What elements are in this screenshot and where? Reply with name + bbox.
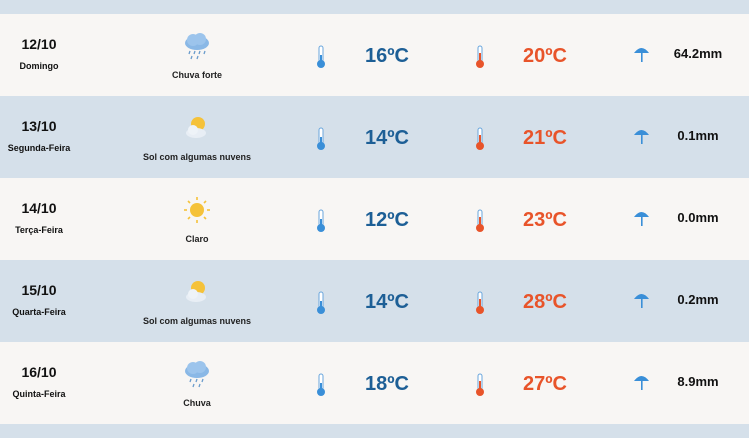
thermometer-hot-icon [476, 127, 484, 150]
condition: Claro [185, 234, 209, 244]
thermometer-cold-icon [317, 45, 325, 68]
condition: Sol com algumas nuvens [142, 152, 252, 162]
heavy-rain-icon [185, 33, 209, 60]
thermometer-hot-icon [476, 209, 484, 232]
thermometer-cold-icon [317, 373, 325, 396]
precipitation: 0.1mm [677, 128, 719, 143]
max-temperature: 28ºC [523, 291, 567, 313]
date: 12/10 [21, 36, 57, 52]
umbrella-icon [634, 130, 649, 144]
forecast-row: 14/10 Terça-Feira Claro 12ºC 23ºC 0.0mm [0, 178, 749, 260]
thermometer-hot-icon [476, 291, 484, 314]
forecast-row: 12/10 Domingo Chuva forte 16ºC 20ºC 64.2… [0, 14, 749, 96]
date: 16/10 [21, 364, 57, 380]
precipitation: 8.9mm [677, 374, 719, 389]
min-temperature: 14ºC [365, 291, 409, 313]
precipitation: 0.2mm [677, 292, 719, 307]
thermometer-cold-icon [317, 127, 325, 150]
min-temperature: 12ºC [365, 209, 409, 231]
condition: Chuva [183, 398, 211, 408]
umbrella-icon [634, 376, 649, 390]
weekday: Quinta-Feira [12, 389, 66, 399]
thermometer-cold-icon [317, 291, 325, 314]
thermometer-cold-icon [317, 209, 325, 232]
weekday: Segunda-Feira [7, 143, 71, 153]
max-temperature: 23ºC [523, 209, 567, 231]
thermometer-hot-icon [476, 45, 484, 68]
umbrella-icon [634, 294, 649, 308]
max-temperature: 21ºC [523, 127, 567, 149]
umbrella-icon [634, 48, 649, 62]
max-temperature: 20ºC [523, 45, 567, 67]
forecast-list: 12/10 Domingo Chuva forte 16ºC 20ºC 64.2… [0, 14, 749, 424]
weekday: Terça-Feira [15, 225, 63, 235]
min-temperature: 18ºC [365, 373, 409, 395]
condition: Sol com algumas nuvens [142, 316, 252, 326]
rain-icon [185, 361, 209, 388]
weekday: Quarta-Feira [12, 307, 66, 317]
weekday: Domingo [19, 61, 59, 71]
thermometer-hot-icon [476, 373, 484, 396]
forecast-row: 16/10 Quinta-Feira Chuva 18ºC 27ºC 8.9mm [0, 342, 749, 424]
precipitation: 0.0mm [677, 210, 719, 225]
max-temperature: 27ºC [523, 373, 567, 395]
sun-icon [184, 197, 210, 223]
forecast-row: 13/10 Segunda-Feira Sol com algumas nuve… [0, 96, 749, 178]
min-temperature: 16ºC [365, 45, 409, 67]
precipitation: 64.2mm [673, 46, 723, 61]
min-temperature: 14ºC [365, 127, 409, 149]
partly-cloudy-icon [186, 281, 206, 302]
date: 13/10 [21, 118, 57, 134]
partly-cloudy-icon [186, 117, 206, 138]
date: 15/10 [21, 282, 57, 298]
date: 14/10 [21, 200, 57, 216]
umbrella-icon [634, 212, 649, 226]
condition: Chuva forte [171, 70, 222, 80]
forecast-row: 15/10 Quarta-Feira Sol com algumas nuven… [0, 260, 749, 342]
